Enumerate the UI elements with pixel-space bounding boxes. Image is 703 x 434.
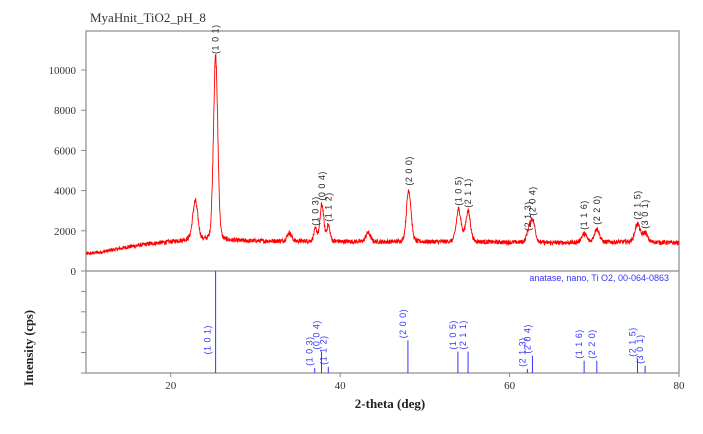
xrd-pattern-line [85,54,680,255]
x-tick-label: 40 [335,380,347,392]
peak-label: (2 0 0) [404,156,414,186]
x-tick-label: 20 [165,380,177,392]
plot-frame [85,30,680,374]
reference-hkl-label: (0 0 4) [312,320,322,350]
reference-hkl-label: (2 2 0) [587,329,597,359]
y-tick-label: 4000 [54,186,77,198]
reference-hkl-label: (1 0 3) [305,336,315,366]
peak-label: (2 1 3) [523,201,533,231]
x-axis-label: 2-theta (deg) [354,396,426,411]
reference-hkl-label: (2 0 0) [398,309,408,339]
reference-card-label: anatase, nano, Ti O2, 00-064-0863 [529,273,669,283]
reference-hkl-label: (2 1 5) [627,327,637,357]
reference-hkl-label: (1 0 5) [448,320,458,350]
peak-label: (2 1 5) [632,190,642,220]
reference-hkl-label: (2 1 1) [458,320,468,350]
y-tick-label: 2000 [54,226,77,238]
peak-label: (0 0 4) [317,171,327,201]
reference-hkl-label: (3 0 1) [635,334,645,364]
x-tick-label: 80 [674,380,686,392]
peak-label: (1 1 2) [323,192,333,222]
peak-label: (2 0 4) [527,186,537,216]
peak-label: (1 0 5) [454,176,464,206]
reference-hkl-label: (1 1 2) [318,335,328,365]
reference-hkl-label: (2 0 4) [522,324,532,354]
peak-label: (2 2 0) [592,195,602,225]
chart-title: MyaHnit_TiO2_pH_8 [90,10,206,25]
x-tick-label: 60 [504,380,516,392]
y-tick-label: 6000 [54,145,77,157]
peak-label: (1 1 6) [579,200,589,230]
y-tick-label: 8000 [54,105,77,117]
reference-hkl-label: (1 0 1) [203,325,213,355]
y-tick-label: 10000 [49,65,77,77]
peak-label: (1 0 3) [311,196,321,226]
reference-hkl-label: (2 1 3) [517,337,527,367]
y-tick-label: 0 [71,266,77,278]
peak-label: (2 1 1) [463,178,473,208]
reference-hkl-label: (1 1 6) [574,329,584,359]
peak-label: (3 0 1) [640,199,650,229]
peak-label: (1 0 1) [211,24,221,54]
